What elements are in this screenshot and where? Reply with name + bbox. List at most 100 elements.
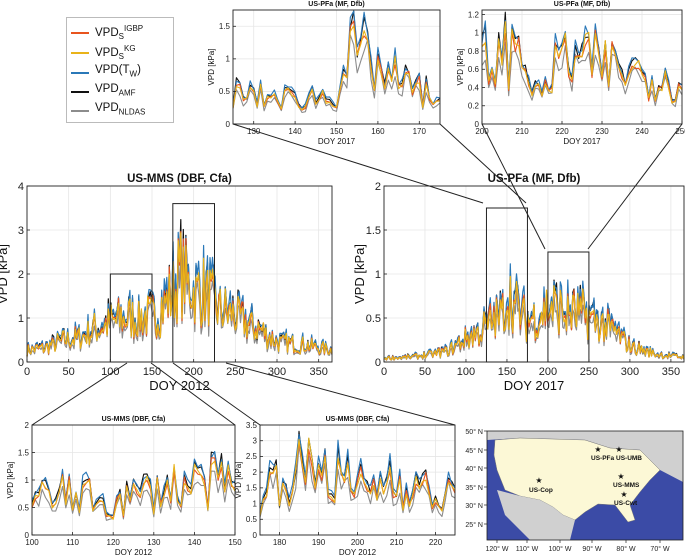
x-axis-label: DOY 2012 — [115, 548, 153, 556]
y-axis-label: VPD [kPa] — [234, 462, 243, 499]
x-tick-label: 100 — [25, 538, 39, 547]
y-axis-label: VPD [kPa] — [456, 49, 465, 86]
y-tick-label: 1.5 — [366, 225, 381, 237]
x-tick-label: 140 — [288, 127, 302, 136]
x-axis-label: DOY 2012 — [339, 548, 377, 556]
y-tick-label: 3 — [253, 437, 258, 446]
chart-pfa_z1: 130 140 150 160 170 0 0.5 1 1.5 US-PFa (MF, Dfb) D… — [207, 1, 441, 146]
legend-swatch-nldas — [71, 110, 89, 112]
y-tick-label: 0 — [226, 120, 231, 129]
legend-swatch-kg — [71, 52, 89, 54]
y-tick-label: 2 — [25, 421, 30, 430]
map-lon-label: 80° W — [616, 545, 636, 553]
chart-title: US-PFa (MF, Dfb) — [554, 1, 610, 8]
legend-item-nldas: VPDNLDAS — [71, 101, 173, 119]
y-tick-label: 0 — [253, 531, 258, 540]
x-tick-label: 130 — [247, 127, 261, 136]
y-tick-label: 1 — [18, 313, 24, 325]
y-tick-label: 0 — [25, 531, 30, 540]
legend-swatch-amf — [71, 91, 89, 93]
x-tick-label: 180 — [273, 538, 287, 547]
site-marker-icon: ★ — [594, 445, 601, 454]
x-tick-label: 140 — [188, 538, 202, 547]
y-axis-label: VPD [kPa] — [352, 244, 367, 304]
x-tick-label: 100 — [457, 366, 475, 378]
y-tick-label: 0.2 — [468, 102, 480, 111]
x-tick-label: 200 — [351, 538, 365, 547]
site-label: US-PFa — [591, 455, 615, 462]
x-tick-label: 190 — [312, 538, 326, 547]
x-tick-label: 120 — [107, 538, 121, 547]
x-tick-label: 110 — [66, 538, 79, 547]
zoom-connector-line — [587, 123, 683, 250]
legend-swatch-tw — [71, 72, 89, 74]
y-axis-label: VPD [kPa] — [0, 244, 10, 304]
legend-item-tw: VPD(TW) — [71, 63, 173, 81]
y-tick-label: 0.4 — [468, 83, 480, 92]
y-tick-label: 1 — [226, 55, 231, 64]
chart-title: US-MMS (DBF, Cfa) — [102, 416, 166, 423]
map-lat-label: 45° N — [465, 447, 483, 455]
legend: VPDSIGBP VPDSKG VPD(TW) VPDAMF VPDNLDAS — [66, 17, 174, 123]
y-tick-label: 2.5 — [246, 452, 258, 461]
x-tick-label: 230 — [595, 127, 609, 136]
series-line-vpd-s-kg — [383, 275, 685, 361]
x-tick-label: 150 — [498, 366, 516, 378]
series-line-vpd-s-kg — [31, 460, 236, 520]
zoom-connector-line — [225, 362, 456, 426]
y-tick-label: 2 — [253, 468, 258, 477]
x-tick-label: 350 — [662, 366, 680, 378]
series-line-vpd-nldas — [26, 252, 333, 358]
x-tick-label: 210 — [390, 538, 404, 547]
x-tick-label: 50 — [419, 366, 431, 378]
x-tick-label: 250 — [675, 127, 685, 136]
y-tick-label: 1 — [475, 29, 480, 38]
series-line-vpd-s-kg — [481, 21, 683, 104]
y-tick-label: 2 — [18, 269, 24, 281]
map-frame — [486, 430, 684, 541]
y-tick-label: 1 — [25, 476, 30, 485]
zoom-connector-line — [481, 123, 546, 250]
x-axis-label: DOY 2012 — [149, 378, 209, 393]
x-tick-label: 200 — [475, 127, 489, 136]
y-tick-label: 0 — [375, 357, 381, 369]
y-axis-label: VPD [kPa] — [207, 49, 216, 86]
zoom-connector-line — [150, 362, 236, 426]
series-line-vpd-nldas — [31, 470, 236, 521]
legend-item-kg: VPDSKG — [71, 43, 173, 61]
map-lat-label: 50° N — [465, 428, 483, 436]
x-tick-label: 200 — [184, 366, 202, 378]
y-tick-label: 1.5 — [246, 484, 258, 493]
y-tick-label: 1 — [375, 269, 381, 281]
x-axis-label: DOY 2017 — [504, 378, 564, 393]
x-tick-label: 170 — [413, 127, 427, 136]
x-tick-label: 220 — [429, 538, 443, 547]
map-lat-label: 35° N — [465, 484, 483, 492]
x-tick-label: 100 — [101, 366, 119, 378]
site-marker-icon: ★ — [535, 476, 542, 485]
y-tick-label: 1.5 — [18, 448, 30, 457]
x-axis-label: DOY 2017 — [318, 137, 356, 146]
y-tick-label: 0.5 — [366, 313, 381, 325]
map-lon-label: 110° W — [516, 545, 539, 553]
map-lat-label: 25° N — [465, 521, 483, 529]
x-tick-label: 150 — [143, 366, 161, 378]
chart-title: US-PFa (MF, Dfb) — [308, 1, 364, 8]
x-tick-label: 350 — [309, 366, 327, 378]
plot-area — [482, 10, 682, 124]
x-tick-label: 250 — [226, 366, 244, 378]
x-tick-label: 150 — [228, 538, 242, 547]
legend-item-igbp: VPDSIGBP — [71, 23, 173, 41]
chart-title: US-MMS (DBF, Cfa) — [127, 173, 232, 185]
map-canada-land — [487, 431, 683, 482]
zoom-connector-line — [232, 123, 484, 204]
x-tick-label: 130 — [147, 538, 161, 547]
zoom-connector-line — [31, 362, 128, 426]
x-tick-label: 220 — [555, 127, 569, 136]
site-marker-icon: ★ — [620, 490, 627, 499]
site-label: US-UMB — [616, 455, 642, 462]
legend-item-amf: VPDAMF — [71, 82, 173, 100]
map-mexico-land — [497, 490, 575, 540]
site-label: US-Cwt — [614, 500, 638, 507]
